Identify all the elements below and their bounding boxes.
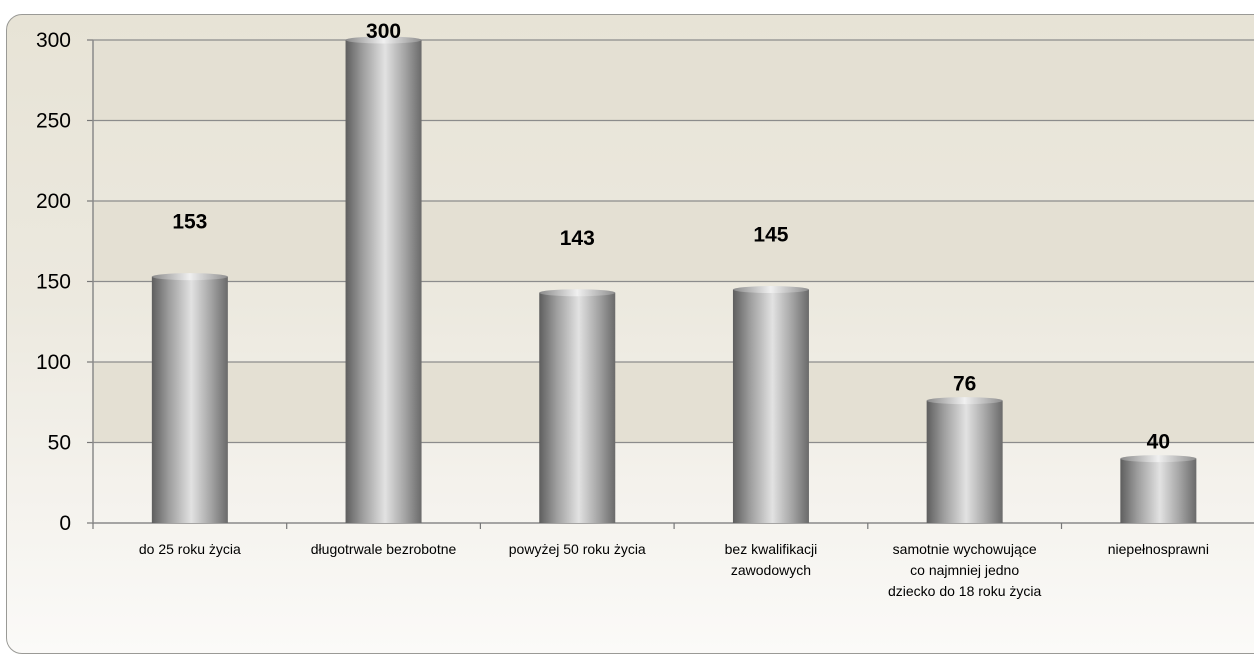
plot-band (93, 362, 1254, 443)
bar-body (926, 400, 1003, 523)
x-category-label-line: co najmniej jedno (910, 562, 1019, 578)
plot-band (93, 201, 1254, 282)
bar-body (151, 276, 228, 523)
bar-cap (732, 286, 809, 294)
y-tick-label: 100 (36, 351, 71, 374)
data-label: 40 (1147, 431, 1170, 454)
plot-band (93, 40, 1254, 121)
bar (345, 36, 422, 523)
y-tick-label: 0 (59, 512, 71, 535)
data-label: 145 (753, 224, 788, 247)
y-axis-tick-labels: 0 50 100 150 200 250 300 (36, 29, 71, 535)
axes (87, 39, 1254, 529)
x-axis-category-labels: do 25 roku życia długotrwale bezrobotne po… (139, 541, 1209, 599)
data-labels: 153 300 143 145 76 40 (172, 20, 1170, 454)
plot-bands (93, 40, 1254, 443)
bar (926, 397, 1003, 523)
x-category-label: niepełnosprawni (1108, 541, 1209, 557)
bar-cap (926, 397, 1003, 405)
x-category-label: długotrwale bezrobotne (311, 541, 457, 557)
x-category-label-line: zawodowych (731, 562, 811, 578)
x-category-label-line: bez kwalifikacji (725, 541, 818, 557)
bar-cap (1120, 455, 1197, 463)
bar (151, 273, 228, 523)
x-category-label-line: samotnie wychowujące (893, 541, 1037, 557)
bar-body (345, 40, 422, 523)
bar-body (1120, 458, 1197, 523)
x-category-label: do 25 roku życia (139, 541, 241, 557)
bar-cap (151, 273, 228, 281)
y-tick-label: 150 (36, 271, 71, 294)
bar-body (539, 292, 616, 523)
x-category-label: samotnie wychowujące co najmniej jedno dzi… (888, 541, 1042, 599)
bar (732, 286, 809, 523)
bar-cap (539, 289, 616, 297)
bar-cap (345, 36, 422, 44)
y-tick-label: 200 (36, 190, 71, 213)
x-category-label: powyżej 50 roku życia (509, 541, 646, 557)
data-label: 143 (560, 227, 595, 250)
y-tick-label: 50 (48, 432, 71, 455)
bar (539, 289, 616, 523)
x-category-label: bez kwalifikacji zawodowych (725, 541, 818, 578)
bar (1120, 455, 1197, 523)
bars (151, 36, 1197, 523)
bar-chart: 0 50 100 150 200 250 300 do 25 roku życia długo… (36, 20, 1254, 599)
x-category-label-line: dziecko do 18 roku życia (888, 583, 1042, 599)
x-category-label-line: długotrwale bezrobotne (311, 541, 457, 557)
y-tick-label: 250 (36, 110, 71, 133)
data-label: 76 (953, 373, 976, 396)
x-category-label-line: niepełnosprawni (1108, 541, 1209, 557)
x-category-label-line: do 25 roku życia (139, 541, 241, 557)
data-label: 300 (366, 20, 401, 43)
x-category-label-line: powyżej 50 roku życia (509, 541, 646, 557)
data-label: 153 (172, 211, 207, 234)
gridlines (93, 39, 1254, 444)
bar-body (732, 289, 809, 523)
y-tick-label: 300 (36, 29, 71, 52)
